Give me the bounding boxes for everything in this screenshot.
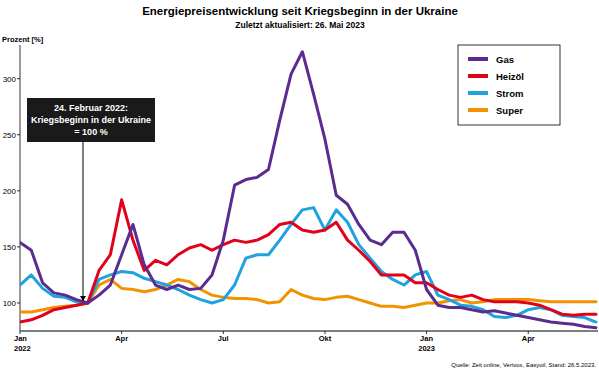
legend-label: Super	[496, 105, 523, 116]
annotation-text: 24. Februar 2022:	[54, 103, 128, 113]
series-line	[20, 279, 596, 312]
x-tick-label: Jan2023	[418, 334, 435, 353]
chart-svg: Energiepreisentwicklung seit Kriegsbegin…	[0, 0, 599, 372]
subtitle: Zuletzt aktualisiert: 26. Mai 2023	[235, 20, 365, 30]
legend-label: Gas	[496, 54, 514, 65]
legend-swatch	[468, 108, 488, 112]
y-tick	[17, 134, 20, 135]
x-tick-label-line: 2022	[14, 344, 31, 353]
y-tick-label: 100	[3, 299, 17, 308]
legend-swatch	[468, 74, 488, 78]
legend-box	[458, 45, 560, 125]
y-tick-label: 250	[3, 131, 17, 140]
y-axis-label: Prozent [%]	[2, 35, 44, 44]
x-tick-label-line: Okt	[319, 334, 332, 343]
legend-swatch	[468, 57, 488, 61]
x-tick-label: Apr	[522, 334, 535, 343]
series-line	[20, 208, 596, 322]
annotation-text: = 100 %	[74, 127, 107, 137]
x-tick-label-line: Apr	[522, 334, 535, 343]
y-tick-label: 150	[3, 243, 17, 252]
title: Energiepreisentwicklung seit Kriegsbegin…	[142, 5, 458, 17]
x-tick-label: Apr	[115, 334, 128, 343]
x-tick-label-line: Jul	[218, 334, 229, 343]
y-tick-label: 300	[3, 75, 17, 84]
chart-root: Energiepreisentwicklung seit Kriegsbegin…	[0, 0, 599, 372]
legend-swatch	[468, 91, 488, 95]
x-tick-label-line: Jan	[14, 334, 27, 343]
series-line	[20, 52, 596, 328]
source: Quelle: Zeit online, Verivox, Easyoil, S…	[451, 362, 596, 368]
legend-label: Strom	[496, 88, 523, 99]
plot-area	[20, 52, 596, 328]
y-tick	[17, 190, 20, 191]
y-axis-line	[20, 45, 21, 331]
x-tick-label-line: 2023	[418, 344, 435, 353]
annotation-text: Kriegsbeginn in der Ukraine	[31, 115, 151, 125]
y-tick	[17, 302, 20, 303]
annotation-arrow	[83, 142, 84, 301]
x-tick-label-line: Apr	[115, 334, 128, 343]
series-line	[20, 200, 596, 322]
x-tick-label-line: Jan	[420, 334, 433, 343]
x-tick-label: Okt	[319, 334, 332, 343]
x-tick-label: Jan2022	[14, 334, 31, 353]
y-tick	[17, 246, 20, 247]
y-tick	[17, 78, 20, 79]
annotation-box	[27, 98, 155, 142]
x-axis-line	[20, 331, 598, 332]
y-tick-label: 200	[3, 187, 17, 196]
annotation-arrowhead	[80, 296, 86, 301]
x-tick-label: Jul	[218, 334, 229, 343]
legend-label: Heizöl	[496, 71, 524, 82]
